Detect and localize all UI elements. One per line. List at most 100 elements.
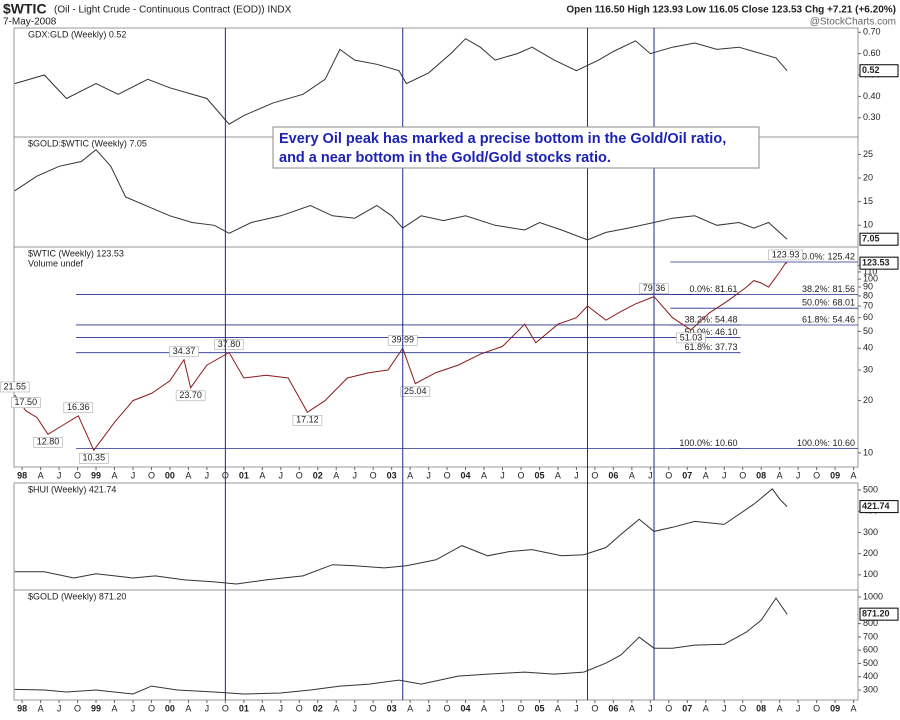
price-label-box xyxy=(175,390,206,402)
x-tick-label: A xyxy=(481,470,487,480)
price-label-box xyxy=(169,346,199,358)
panel-frame xyxy=(13,589,859,701)
price-label-box xyxy=(79,453,109,464)
x-tick-label: O xyxy=(370,470,377,480)
x-tick-label: O xyxy=(517,703,524,713)
x-tick-label: 08 xyxy=(756,470,766,480)
last-value-label: 7.05 xyxy=(862,234,880,244)
x-tick-label: A xyxy=(259,470,265,480)
y-tick-label: 50 xyxy=(863,326,873,336)
panel-title: $GOLD (Weekly) 871.20 xyxy=(28,591,126,601)
last-value-label: 871.20 xyxy=(862,609,890,619)
y-tick-label: 20 xyxy=(863,172,873,182)
x-tick-label: 05 xyxy=(534,470,544,480)
fib-label: 50.0%: 46.10 xyxy=(684,327,737,337)
x-tick-label: J xyxy=(426,703,431,713)
x-tick-label: J xyxy=(500,703,505,713)
x-tick-label: O xyxy=(296,703,303,713)
x-tick-label: A xyxy=(629,470,635,480)
x-tick-label: J xyxy=(205,703,210,713)
x-tick-label: 03 xyxy=(387,703,397,713)
annotation-frame xyxy=(272,126,760,169)
x-tick-label: J xyxy=(131,703,136,713)
annotation-line: Every Oil peak has marked a precise bott… xyxy=(279,131,726,147)
last-value-label: 0.52 xyxy=(862,65,880,75)
x-tick-label: 00 xyxy=(165,703,175,713)
fib-label: 38.2%: 81.56 xyxy=(802,284,855,294)
price-line xyxy=(14,488,788,585)
x-tick-label: O xyxy=(296,470,303,480)
x-tick-label: O xyxy=(74,703,81,713)
price-label: 51.03 xyxy=(680,332,703,342)
x-tick-label: A xyxy=(259,703,265,713)
x-tick-label: 02 xyxy=(313,470,323,480)
y-tick-label: 800 xyxy=(863,618,878,628)
x-tick-label: J xyxy=(574,470,579,480)
x-tick-label: O xyxy=(148,470,155,480)
last-value-box xyxy=(859,500,899,514)
y-tick-label: 110 xyxy=(863,266,877,276)
x-tick-label: 05 xyxy=(534,703,544,713)
last-value-box xyxy=(859,232,899,246)
x-tick-label: 07 xyxy=(682,470,692,480)
y-tick-label: 0.70 xyxy=(863,27,881,37)
panel-title: $GOLD:$WTIC (Weekly) 7.05 xyxy=(28,138,147,148)
y-tick-label: 500 xyxy=(863,484,878,494)
price-label-box xyxy=(214,339,244,350)
price-label-box xyxy=(676,332,706,344)
y-tick-label: 300 xyxy=(863,684,878,694)
x-tick-label: A xyxy=(407,703,413,713)
x-tick-label: A xyxy=(777,703,783,713)
x-tick-label: J xyxy=(57,470,62,480)
plot-layer: GDX:GLD (Weekly) 0.520.300.400.500.600.7… xyxy=(0,27,899,713)
y-tick-label: 25 xyxy=(863,149,873,159)
panel-title: GDX:GLD (Weekly) 0.52 xyxy=(28,29,126,39)
description: (Oil - Light Crude - Continuous Contract… xyxy=(54,5,292,16)
x-tick-label: J xyxy=(279,470,284,480)
last-value-box xyxy=(859,64,899,78)
fib-label: 0.0%: 81.61 xyxy=(689,284,737,294)
x-tick-label: 99 xyxy=(91,470,101,480)
y-tick-label: 70 xyxy=(863,300,873,310)
price-label: 37.80 xyxy=(218,339,241,349)
x-tick-label: A xyxy=(407,470,413,480)
x-tick-label: O xyxy=(739,703,746,713)
x-tick-label: A xyxy=(777,470,783,480)
date: 7-May-2008 xyxy=(3,17,57,28)
x-tick-label: A xyxy=(703,470,709,480)
symbol: $WTIC xyxy=(3,1,47,17)
y-tick-label: 10 xyxy=(863,220,873,230)
x-tick-label: O xyxy=(517,470,524,480)
price-label-box xyxy=(63,402,94,414)
x-tick-label: J xyxy=(796,703,801,713)
x-tick-label: 00 xyxy=(165,470,175,480)
x-tick-label: O xyxy=(591,470,598,480)
y-tick-label: 60 xyxy=(863,312,873,322)
fib-label: 38.2%: 54.48 xyxy=(684,314,737,324)
last-value-label: 421.74 xyxy=(862,501,890,511)
price-line xyxy=(14,149,788,241)
x-tick-label: J xyxy=(57,703,62,713)
x-tick-label: A xyxy=(185,470,191,480)
price-label: 23.70 xyxy=(179,390,202,400)
y-tick-label: 80 xyxy=(863,290,873,300)
legend-note: Volume undef xyxy=(28,258,84,268)
x-tick-label: J xyxy=(426,470,431,480)
x-tick-label: 06 xyxy=(608,703,618,713)
fib-label: 100.0%: 10.60 xyxy=(679,438,737,448)
x-tick-label: 04 xyxy=(461,703,471,713)
fib-label: 61.8%: 37.73 xyxy=(684,342,737,352)
y-tick-label: 100 xyxy=(863,273,878,283)
fib-label: 0.0%: 125.42 xyxy=(802,251,855,261)
y-tick-label: 0.60 xyxy=(863,48,881,58)
x-tick-label: O xyxy=(739,470,746,480)
y-tick-label: 400 xyxy=(863,671,878,681)
x-tick-label: J xyxy=(205,470,210,480)
x-tick-label: A xyxy=(38,703,44,713)
price-label: 17.12 xyxy=(296,415,319,425)
price-label: 123.93 xyxy=(772,249,800,259)
y-tick-label: 200 xyxy=(863,548,878,558)
x-tick-label: A xyxy=(112,470,118,480)
price-label-box xyxy=(11,397,41,408)
